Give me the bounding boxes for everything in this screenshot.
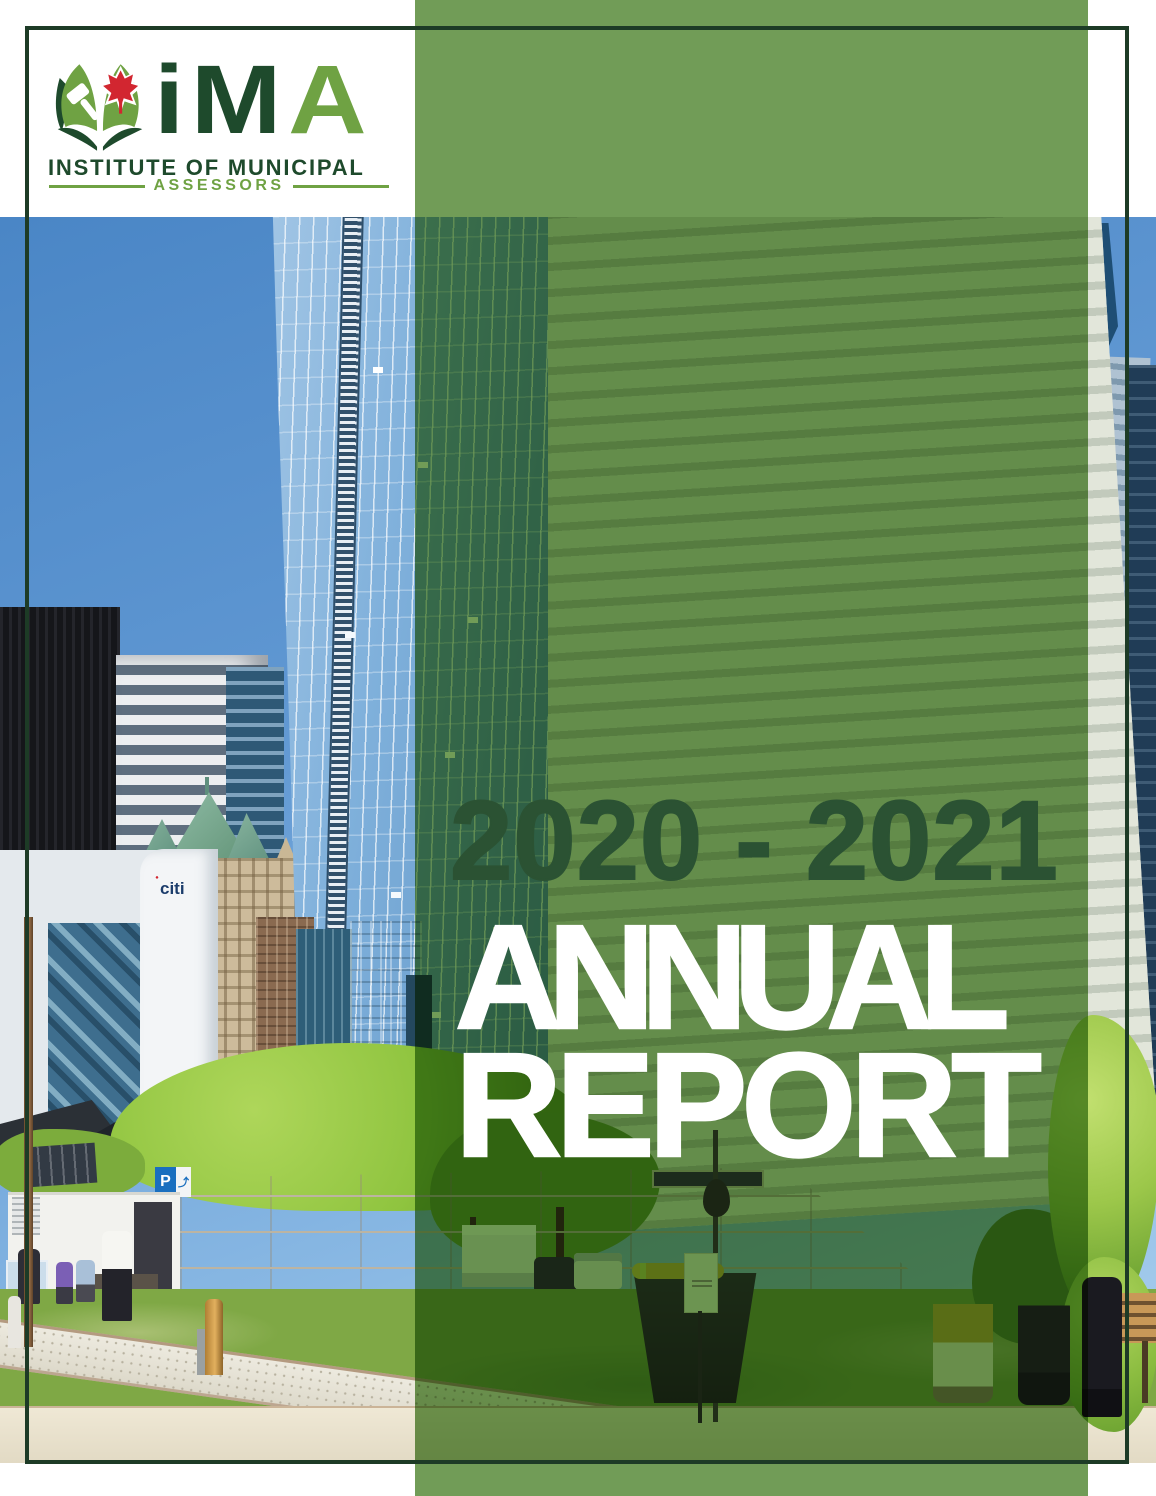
man-white-shirt bbox=[102, 1231, 132, 1321]
logo-line-institute: INSTITUTE OF MUNICIPAL bbox=[48, 155, 365, 180]
gavel-icon bbox=[66, 83, 99, 121]
bench-leg bbox=[1142, 1341, 1148, 1403]
title-report: REPORT bbox=[454, 1023, 1043, 1188]
child-purple-jacket bbox=[56, 1262, 73, 1304]
citi-logo: citi bbox=[154, 879, 198, 901]
grey-post bbox=[197, 1329, 207, 1375]
green-overlay-band bbox=[415, 0, 1088, 1496]
logo-line-assessors: ASSESSORS bbox=[46, 177, 392, 194]
ima-acronym: iMA bbox=[154, 45, 374, 154]
wooden-bollard bbox=[205, 1299, 223, 1375]
wooden-pole bbox=[24, 917, 33, 1347]
right-rule bbox=[292, 184, 389, 188]
child-blue-jacket bbox=[76, 1260, 95, 1302]
solar-panel-roof bbox=[24, 1142, 98, 1188]
ima-logo: iMA INSTITUTE OF MUNICIPAL ASSESSORS bbox=[46, 50, 396, 194]
lit-window-panels bbox=[373, 367, 383, 373]
left-rule bbox=[49, 184, 146, 188]
year-range: 2020 - 2021 bbox=[449, 778, 1059, 903]
parking-sign-icon: P ⤴ bbox=[155, 1167, 191, 1197]
open-book-gavel-icon bbox=[55, 64, 144, 151]
title-annual: ANNUAL bbox=[454, 895, 1011, 1060]
chateau-finial bbox=[205, 777, 209, 795]
standing-person-dark bbox=[1082, 1277, 1122, 1417]
parking-sign-letter: P bbox=[155, 1167, 176, 1197]
white-bollard bbox=[8, 1296, 21, 1348]
maple-leaf-icon bbox=[98, 65, 144, 114]
parking-arrow-icon: ⤴ bbox=[176, 1167, 191, 1197]
